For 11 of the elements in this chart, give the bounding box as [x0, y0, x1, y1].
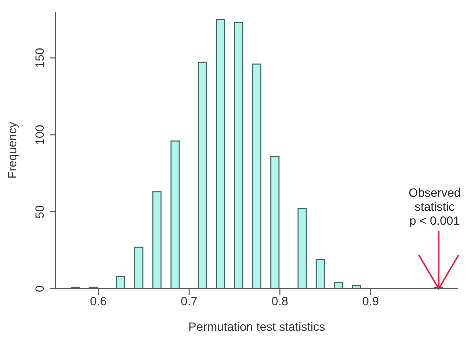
- x-tick-label: 0.9: [362, 294, 380, 309]
- y-tick-label: 50: [33, 205, 47, 219]
- annotation: Observed statistic p < 0.001: [408, 186, 461, 228]
- x-tick-label: 0.8: [272, 294, 289, 309]
- y-axis-title: Frequency: [5, 122, 20, 179]
- x-tick-label: 0.6: [90, 294, 108, 309]
- y-tick-label: 150: [33, 48, 47, 68]
- y-tick-label: 100: [33, 124, 47, 146]
- x-axis-title: Permutation test statistics: [188, 320, 326, 334]
- y-tick-label: 0: [33, 285, 47, 292]
- x-tick-label: 0.7: [181, 294, 198, 309]
